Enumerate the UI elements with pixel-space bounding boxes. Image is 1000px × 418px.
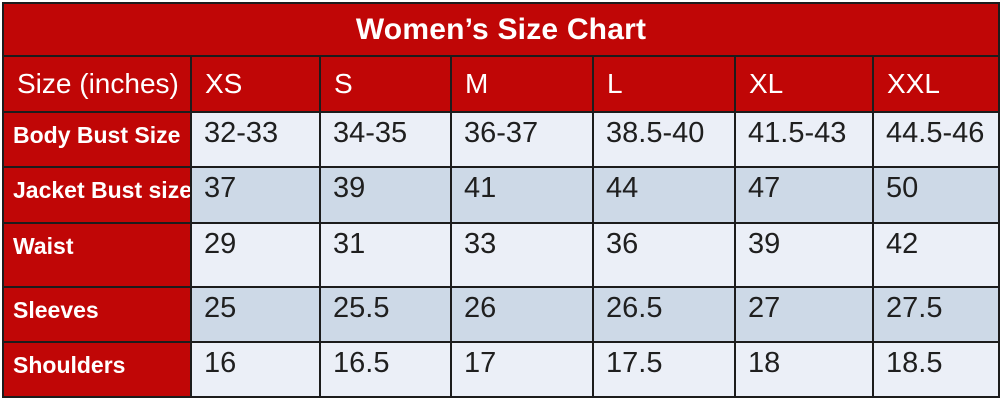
value-body-bust-size-s: 34-35 xyxy=(319,111,452,168)
row-label-body-bust-size: Body Bust Size xyxy=(2,111,192,168)
value-sleeves-m: 26 xyxy=(450,286,594,343)
value-sleeves-l: 26.5 xyxy=(592,286,736,343)
value-jacket-bust-size-xl: 47 xyxy=(734,166,874,224)
value-waist-l: 36 xyxy=(592,222,736,288)
value-jacket-bust-size-xs: 37 xyxy=(190,166,321,224)
value-shoulders-xl: 18 xyxy=(734,341,874,398)
value-body-bust-size-l: 38.5-40 xyxy=(592,111,736,168)
chart-title: Women’s Size Chart xyxy=(1,2,1000,57)
column-header-size-inches: Size (inches) xyxy=(2,55,192,113)
value-shoulders-xs: 16 xyxy=(190,341,321,398)
column-header-xxl: XXL xyxy=(871,55,1000,113)
row-label-waist: Waist xyxy=(2,222,192,288)
value-sleeves-xs: 25 xyxy=(190,286,321,343)
value-sleeves-xxl: 27.5 xyxy=(871,286,1000,343)
value-waist-xs: 29 xyxy=(190,222,321,288)
value-body-bust-size-m: 36-37 xyxy=(450,111,594,168)
table-row-waist: Waist 29 31 33 36 39 42 xyxy=(2,222,1000,288)
row-label-jacket-bust-size: Jacket Bust size xyxy=(2,166,192,224)
value-jacket-bust-size-m: 41 xyxy=(450,166,594,224)
size-chart-body: Body Bust Size 32-33 34-35 36-37 38.5-40 41.5… xyxy=(2,111,1000,398)
value-jacket-bust-size-xxl: 50 xyxy=(871,166,1000,224)
value-waist-xxl: 42 xyxy=(871,222,1000,288)
value-sleeves-xl: 27 xyxy=(734,286,874,343)
table-row-sleeves: Sleeves 25 25.5 26 26.5 27 27.5 xyxy=(2,286,1000,343)
value-waist-xl: 39 xyxy=(734,222,874,288)
column-header-row: Size (inches) XS S M L XL XXL xyxy=(2,55,1000,113)
value-jacket-bust-size-s: 39 xyxy=(319,166,452,224)
column-header-xl: XL xyxy=(734,55,874,113)
value-shoulders-m: 17 xyxy=(450,341,594,398)
column-header-m: M xyxy=(450,55,594,113)
value-jacket-bust-size-l: 44 xyxy=(592,166,736,224)
row-label-shoulders: Shoulders xyxy=(2,341,192,398)
title-row: Women’s Size Chart xyxy=(1,2,1000,57)
value-body-bust-size-xxl: 44.5-46 xyxy=(871,111,1000,168)
column-header-s: S xyxy=(319,55,452,113)
value-sleeves-s: 25.5 xyxy=(319,286,452,343)
row-label-sleeves: Sleeves xyxy=(2,286,192,343)
table-row-jacket-bust-size: Jacket Bust size 37 39 41 44 47 50 xyxy=(2,166,1000,224)
table-row-body-bust-size: Body Bust Size 32-33 34-35 36-37 38.5-40 41.5… xyxy=(2,111,1000,168)
table-row-shoulders: Shoulders 16 16.5 17 17.5 18 18.5 xyxy=(2,341,1000,398)
value-body-bust-size-xs: 32-33 xyxy=(190,111,321,168)
value-shoulders-xxl: 18.5 xyxy=(871,341,1000,398)
value-shoulders-s: 16.5 xyxy=(319,341,452,398)
womens-size-chart-table: Women’s Size Chart Size (inches) XS S M L XL X… xyxy=(1,2,1000,398)
value-waist-s: 31 xyxy=(319,222,452,288)
column-header-xs: XS xyxy=(190,55,321,113)
column-header-l: L xyxy=(592,55,736,113)
value-shoulders-l: 17.5 xyxy=(592,341,736,398)
value-body-bust-size-xl: 41.5-43 xyxy=(734,111,874,168)
size-chart-container: Women’s Size Chart Size (inches) XS S M L XL X… xyxy=(1,2,1000,398)
value-waist-m: 33 xyxy=(450,222,594,288)
